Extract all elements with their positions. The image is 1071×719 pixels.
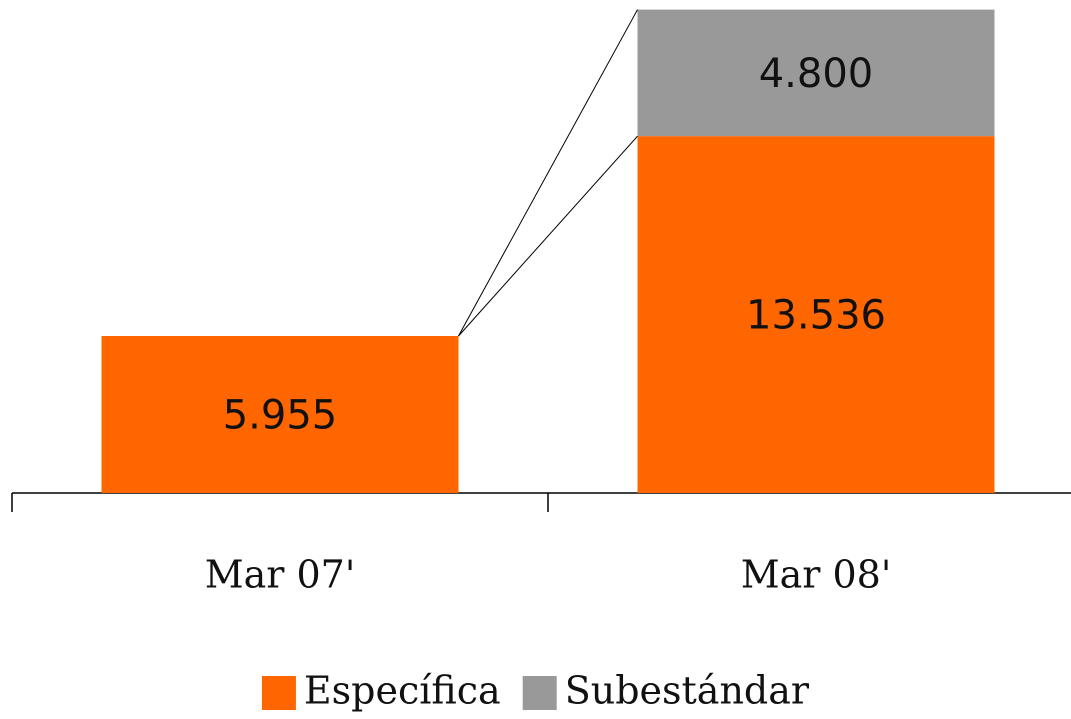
legend-label: Subestándar bbox=[565, 669, 810, 713]
legend-swatch bbox=[522, 676, 557, 710]
legend-label: Específica bbox=[304, 669, 501, 713]
bar-segment bbox=[637, 9, 995, 137]
x-tick-label: Mar 08' bbox=[741, 553, 892, 597]
data-label: 4.800 bbox=[759, 51, 874, 97]
connector-line bbox=[458, 9, 638, 337]
legend-swatch bbox=[261, 676, 296, 710]
bar-segment bbox=[101, 336, 459, 493]
bar-segment bbox=[637, 136, 995, 493]
data-label: 5.955 bbox=[223, 393, 338, 439]
data-label: 13.536 bbox=[746, 293, 886, 339]
connector-line bbox=[458, 135, 638, 337]
x-tick-label: Mar 07' bbox=[205, 553, 356, 597]
